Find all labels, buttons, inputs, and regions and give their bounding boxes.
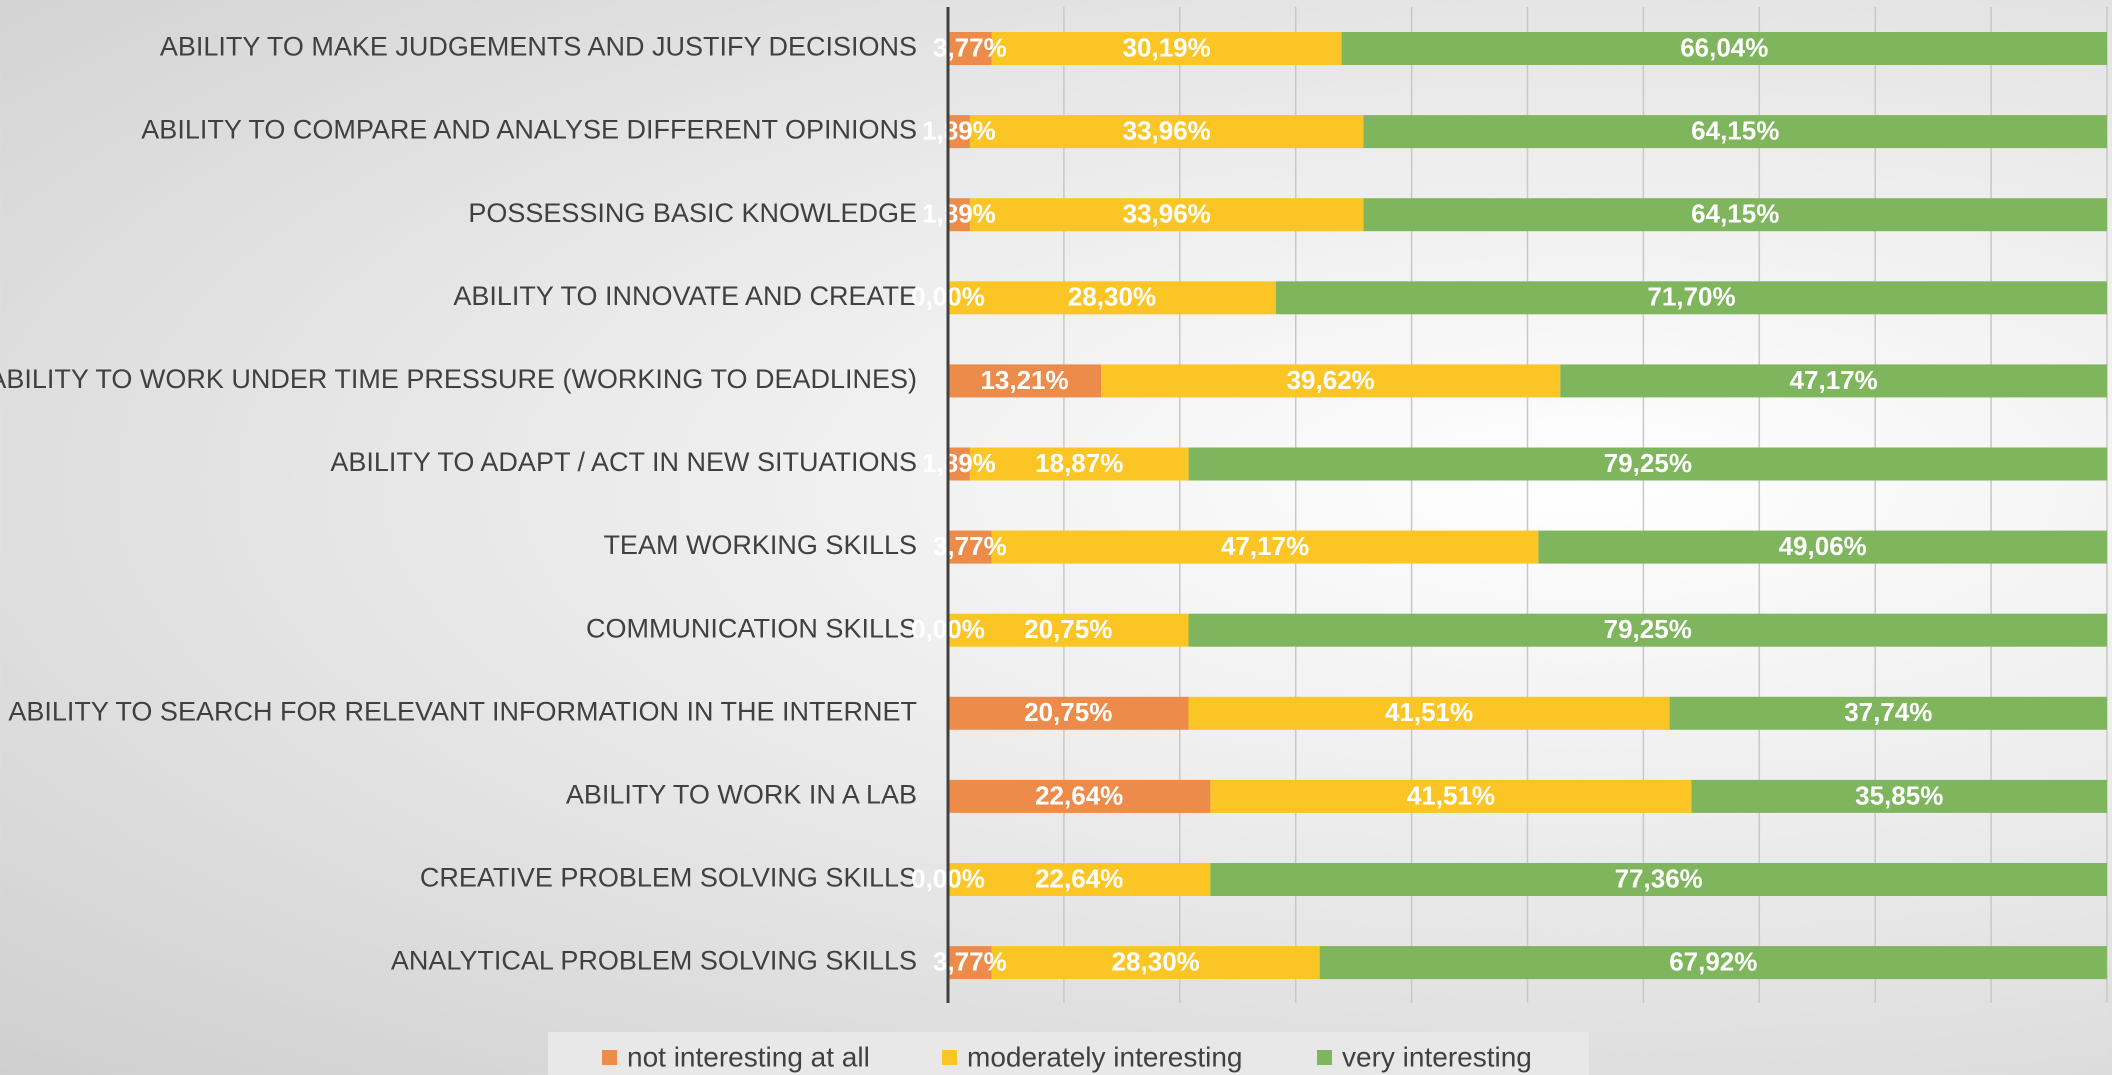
category-label: ANALYTICAL PROBLEM SOLVING SKILLS bbox=[391, 946, 917, 976]
value-label: 18,87% bbox=[1035, 448, 1123, 478]
bar-segment bbox=[991, 32, 1342, 65]
bar-segment bbox=[1560, 364, 2107, 398]
value-label: 79,25% bbox=[1604, 614, 1692, 644]
category-label: ABILITY TO ADAPT / ACT IN NEW SITUATIONS bbox=[330, 447, 917, 477]
bar-segment bbox=[991, 530, 1539, 564]
bar-segment bbox=[948, 32, 992, 65]
bar-segment bbox=[1188, 613, 2107, 647]
bar-segment bbox=[1538, 530, 2107, 564]
value-label: 47,17% bbox=[1221, 531, 1309, 561]
bar-segment bbox=[969, 198, 1364, 232]
legend: not interesting at all moderately interes… bbox=[602, 1041, 1532, 1072]
bar-segment bbox=[948, 613, 1189, 647]
grid bbox=[947, 7, 2108, 1003]
category-label: ABILITY TO SEARCH FOR RELEVANT INFORMATI… bbox=[8, 696, 917, 726]
value-label: 41,51% bbox=[1407, 780, 1495, 810]
legend-swatch bbox=[942, 1050, 957, 1065]
value-label: 22,64% bbox=[1035, 863, 1123, 893]
bars: ABILITY TO MAKE JUDGEMENTS AND JUSTIFY D… bbox=[0, 32, 2108, 980]
category-label: POSSESSING BASIC KNOWLEDGE bbox=[468, 198, 917, 228]
category-label: TEAM WORKING SKILLS bbox=[603, 530, 917, 560]
bar-segment bbox=[948, 530, 992, 564]
category-label: ABILITY TO COMPARE AND ANALYSE DIFFERENT… bbox=[141, 115, 917, 145]
bar-segment bbox=[948, 863, 1211, 896]
legend-label: very interesting bbox=[1342, 1041, 1532, 1072]
value-label: 30,19% bbox=[1123, 32, 1211, 62]
value-label: 33,96% bbox=[1123, 199, 1211, 229]
value-label: 33,96% bbox=[1123, 115, 1211, 145]
value-label: 13,21% bbox=[980, 365, 1068, 395]
value-label: 67,92% bbox=[1669, 946, 1757, 976]
bar-segment bbox=[991, 946, 1320, 980]
value-label: 39,62% bbox=[1287, 365, 1375, 395]
value-label: 64,15% bbox=[1691, 199, 1779, 229]
value-label: 28,30% bbox=[1068, 282, 1156, 312]
value-label: 41,51% bbox=[1385, 697, 1473, 727]
value-label: 20,75% bbox=[1024, 614, 1112, 644]
bar-segment bbox=[1691, 779, 2107, 813]
bar-segment bbox=[948, 946, 992, 980]
bar-segment bbox=[1363, 198, 2107, 232]
value-label: 64,15% bbox=[1691, 115, 1779, 145]
bar-segment bbox=[1363, 115, 2107, 149]
category-label: ABILITY TO WORK UNDER TIME PRESSURE (WOR… bbox=[0, 364, 917, 394]
bar-segment bbox=[1669, 696, 2107, 730]
legend-swatch bbox=[602, 1050, 617, 1065]
value-label: 77,36% bbox=[1615, 863, 1703, 893]
value-label: 1,89% bbox=[922, 448, 996, 478]
bar-segment bbox=[948, 281, 1276, 315]
value-label: 47,17% bbox=[1790, 365, 1878, 395]
value-label: 71,70% bbox=[1647, 282, 1735, 312]
bar-segment bbox=[1101, 364, 1561, 398]
bar-segment bbox=[1341, 32, 2107, 65]
bar-segment bbox=[1275, 281, 2107, 315]
category-label: CREATIVE PROBLEM SOLVING SKILLS bbox=[420, 863, 917, 893]
bar-segment bbox=[1319, 946, 2107, 980]
category-label: ABILITY TO MAKE JUDGEMENTS AND JUSTIFY D… bbox=[160, 32, 917, 62]
value-label: 49,06% bbox=[1779, 531, 1867, 561]
bar-segment bbox=[948, 115, 970, 149]
value-label: 3,77% bbox=[933, 946, 1007, 976]
bar-segment bbox=[1188, 447, 2108, 481]
value-label: 79,25% bbox=[1604, 448, 1692, 478]
value-label: 66,04% bbox=[1680, 32, 1768, 62]
value-label: 22,64% bbox=[1035, 780, 1123, 810]
bar-segment bbox=[948, 696, 1189, 730]
value-label: 3,77% bbox=[933, 32, 1007, 62]
bar-segment bbox=[948, 364, 1102, 398]
legend-box bbox=[548, 1032, 1589, 1075]
value-label: 28,30% bbox=[1112, 946, 1200, 976]
bar-segment bbox=[948, 447, 970, 481]
value-label: 3,77% bbox=[933, 531, 1007, 561]
value-label: 35,85% bbox=[1855, 780, 1943, 810]
legend-swatch bbox=[1317, 1050, 1332, 1065]
bar-segment bbox=[948, 198, 970, 232]
bar-segment bbox=[969, 115, 1364, 149]
bar-segment bbox=[948, 779, 1211, 813]
value-label: 20,75% bbox=[1024, 697, 1112, 727]
legend-label: moderately interesting bbox=[967, 1041, 1242, 1072]
category-label: ABILITY TO WORK IN A LAB bbox=[566, 780, 917, 810]
value-label: 1,89% bbox=[922, 199, 996, 229]
bar-segment bbox=[1210, 863, 2107, 896]
category-label: ABILITY TO INNOVATE AND CREATE bbox=[453, 281, 917, 311]
value-label: 37,74% bbox=[1844, 697, 1932, 727]
value-label: 1,89% bbox=[922, 115, 996, 145]
bar-segment bbox=[1210, 779, 1692, 813]
category-label: COMMUNICATION SKILLS bbox=[586, 613, 917, 643]
bar-segment bbox=[969, 447, 1189, 481]
bar-segment bbox=[1188, 696, 1670, 730]
legend-label: not interesting at all bbox=[627, 1041, 870, 1072]
